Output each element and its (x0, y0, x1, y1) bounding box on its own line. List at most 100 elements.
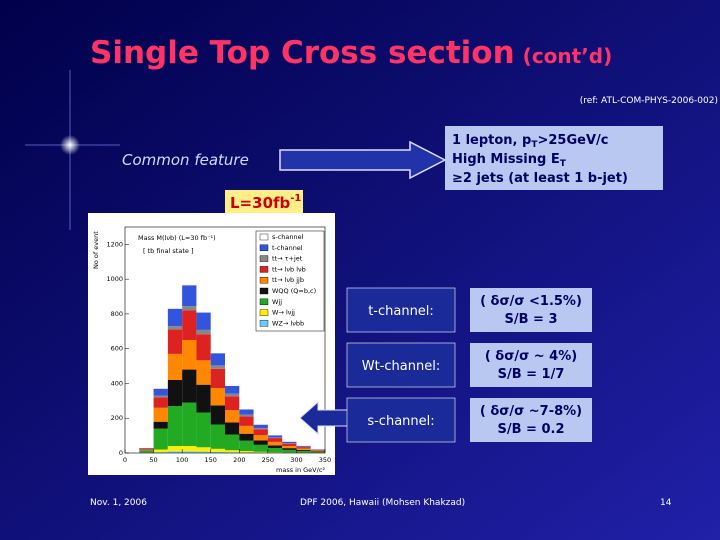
y-tick-label: 0 (119, 449, 123, 457)
bar-segment (225, 383, 240, 386)
y-tick-label: 1000 (106, 275, 123, 283)
channel-name: Wt-channel: (362, 359, 440, 374)
footer-page: 14 (660, 498, 672, 508)
bar-segment (282, 443, 297, 447)
bar-segment (153, 397, 168, 408)
channels: t-channel: ( δσ/σ <1.5%) S/B = 3 Wt-channel… (346, 287, 592, 443)
bar-segment (239, 414, 254, 417)
bar-segment (167, 379, 183, 407)
bar-segment (196, 412, 211, 448)
bar-segment (267, 445, 283, 448)
star (60, 135, 80, 155)
y-tick-label: 1200 (106, 240, 123, 248)
x-axis-label: mass in GeV/c² (276, 466, 325, 474)
bar-segment (253, 423, 268, 425)
bar-segment (225, 434, 240, 451)
bar-segment (225, 452, 240, 453)
bar-segment (267, 447, 283, 453)
bar-segment (267, 438, 283, 442)
legend-swatch (259, 320, 269, 327)
bar-segment (253, 451, 268, 453)
selection-line: High Missing ET (452, 152, 567, 169)
legend-swatch (259, 233, 269, 241)
bar-segment (196, 451, 211, 453)
bar-segment (296, 448, 311, 450)
bar-segment (310, 450, 325, 452)
histogram-subtitle: [ tb final state ] (143, 247, 193, 255)
y-tick-label: 200 (111, 414, 123, 422)
bar-segment (310, 449, 325, 450)
bar-segment (225, 422, 240, 435)
legend-label: WZ→ lνbb (272, 319, 304, 327)
bar-segment (239, 440, 254, 452)
bar-segment (210, 405, 225, 425)
x-tick-label: 150 (205, 456, 217, 464)
bar-segment (282, 449, 297, 453)
bar-segment (225, 393, 240, 397)
channel-box (346, 287, 456, 333)
channel-box (346, 342, 456, 388)
legend-swatch (259, 298, 269, 306)
arrow (279, 140, 447, 180)
bar-segment (253, 440, 268, 445)
bar-segment (153, 407, 168, 422)
bar-segment (239, 451, 254, 453)
bar-segment (139, 449, 154, 451)
legend-swatch (259, 266, 269, 273)
bar-segment (253, 444, 268, 452)
bar-segment (267, 434, 283, 436)
luminosity-box (225, 190, 303, 214)
bar-segment (196, 312, 211, 330)
bar-segment (153, 388, 168, 396)
bar-segment (196, 329, 211, 335)
x-tick-label: 200 (233, 456, 245, 464)
bar-segment (153, 449, 168, 453)
bar-segment (210, 448, 225, 452)
bar-segment (267, 452, 283, 453)
bar-segment (196, 334, 211, 361)
selection-text: 1 lepton, p (452, 133, 531, 148)
legend-label: Wjj (272, 298, 282, 306)
y-axis-label: No of event (92, 231, 100, 269)
bar-segment (282, 446, 297, 449)
bar-segment (182, 306, 197, 311)
title: Single Top Cross section (cont’d) (90, 35, 612, 71)
bar-segment (296, 449, 311, 451)
x-tick-label: 350 (319, 456, 331, 464)
bar-segment (267, 437, 283, 439)
selection-text: >25GeV/c (537, 133, 608, 148)
bar-segment (167, 446, 183, 452)
legend-swatch (259, 244, 269, 251)
bar-segment (210, 365, 225, 369)
channel-precision: ( δσ/σ ~7-8%) (480, 404, 582, 419)
footer-event: DPF 2006, Hawaii (Mohsen Khakzad) (300, 498, 465, 508)
legend-label: s-channel (272, 233, 304, 241)
bar-segment (167, 451, 183, 453)
channel-ratio: S/B = 0.2 (498, 422, 565, 437)
selection-text: ≥2 jets (at least 1 b-jet) (452, 171, 628, 186)
bar-segment (225, 410, 240, 423)
title-suffix: (cont’d) (523, 44, 613, 68)
x-tick-label: 0 (123, 456, 127, 464)
bar-segment (182, 340, 197, 370)
histogram-title: Mass M(lνb) (L=30 fb⁻¹) (138, 234, 216, 242)
selection-line: ≥2 jets (at least 1 b-jet) (452, 171, 628, 186)
common-feature: Common feature (122, 151, 249, 169)
channel-name: s-channel: (367, 414, 434, 429)
result-box (470, 398, 592, 442)
selection-box (445, 126, 663, 190)
bar-segment (267, 435, 283, 438)
plot-frame (124, 226, 326, 454)
bar-segment (167, 326, 183, 330)
luminosity-text: L=30fb (230, 194, 291, 212)
channel-box (346, 397, 456, 443)
result-box (470, 288, 592, 332)
bar-segment (225, 396, 240, 411)
bar-segment (267, 441, 283, 446)
bar-segment (167, 304, 183, 309)
bar-segment (296, 450, 311, 453)
bar-segment (182, 451, 197, 453)
x-tick-label: 250 (262, 456, 274, 464)
channel-precision: ( δσ/σ ~ 4%) (485, 349, 577, 364)
